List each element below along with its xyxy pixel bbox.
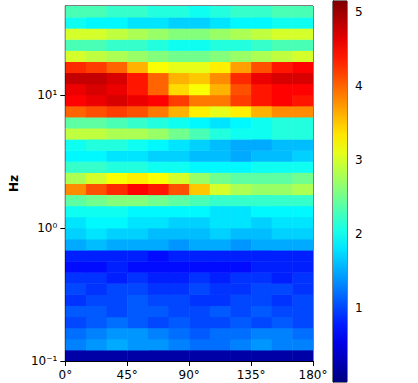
svg-text:Hz: Hz	[7, 175, 21, 192]
svg-text:0°: 0°	[58, 368, 72, 382]
svg-text:4: 4	[355, 79, 363, 93]
svg-text:10⁰: 10⁰	[37, 221, 57, 235]
svg-text:1: 1	[355, 301, 363, 315]
svg-text:180°: 180°	[299, 368, 328, 382]
svg-text:5: 5	[355, 5, 363, 19]
svg-text:135°: 135°	[237, 368, 266, 382]
svg-text:3: 3	[355, 153, 363, 167]
svg-text:2: 2	[355, 227, 363, 241]
svg-text:10¹: 10¹	[37, 88, 57, 102]
svg-text:10⁻¹: 10⁻¹	[31, 354, 58, 368]
svg-text:90°: 90°	[179, 368, 200, 382]
svg-text:45°: 45°	[117, 368, 138, 382]
